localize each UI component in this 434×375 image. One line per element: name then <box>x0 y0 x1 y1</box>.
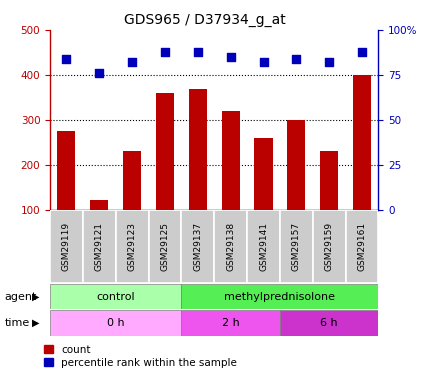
Bar <box>148 210 181 283</box>
Text: ▶: ▶ <box>32 318 39 328</box>
Text: GSM29125: GSM29125 <box>160 222 169 271</box>
Text: GSM29161: GSM29161 <box>357 222 366 271</box>
Text: 6 h: 6 h <box>319 318 337 328</box>
Bar <box>50 310 181 336</box>
Text: GSM29137: GSM29137 <box>193 222 202 271</box>
Bar <box>82 210 115 283</box>
Point <box>260 59 266 65</box>
Bar <box>181 284 378 309</box>
Bar <box>312 210 345 283</box>
Text: control: control <box>96 292 135 302</box>
Point <box>227 54 233 60</box>
Bar <box>286 120 305 210</box>
Bar <box>352 75 370 210</box>
Bar <box>319 151 338 210</box>
Point <box>63 56 70 62</box>
Bar <box>214 210 247 283</box>
Bar <box>57 131 76 210</box>
Bar <box>50 210 82 283</box>
Text: ▶: ▶ <box>32 292 39 302</box>
Text: GSM29157: GSM29157 <box>291 222 300 271</box>
Bar <box>221 111 239 210</box>
Bar <box>123 151 141 210</box>
Text: GDS965 / D37934_g_at: GDS965 / D37934_g_at <box>123 13 285 27</box>
Bar <box>90 200 108 210</box>
Text: 2 h: 2 h <box>221 318 239 328</box>
Bar <box>247 210 279 283</box>
Point <box>325 59 332 65</box>
Text: 0 h: 0 h <box>107 318 124 328</box>
Bar <box>279 310 378 336</box>
Point <box>95 70 102 76</box>
Bar <box>155 93 174 210</box>
Legend: count, percentile rank within the sample: count, percentile rank within the sample <box>44 345 237 368</box>
Text: GSM29141: GSM29141 <box>258 222 267 271</box>
Point <box>128 59 135 65</box>
Text: GSM29159: GSM29159 <box>324 222 333 271</box>
Point <box>161 49 168 55</box>
Text: GSM29121: GSM29121 <box>95 222 104 271</box>
Bar <box>115 210 148 283</box>
Bar <box>279 210 312 283</box>
Text: GSM29123: GSM29123 <box>127 222 136 271</box>
Text: agent: agent <box>4 292 36 302</box>
Bar <box>345 210 378 283</box>
Point <box>358 49 365 55</box>
Text: GSM29138: GSM29138 <box>226 222 235 271</box>
Bar <box>188 88 207 210</box>
Text: GSM29119: GSM29119 <box>62 222 71 271</box>
Point <box>194 49 201 55</box>
Bar <box>254 138 272 210</box>
Point <box>292 56 299 62</box>
Bar <box>181 210 214 283</box>
Bar <box>181 310 279 336</box>
Text: time: time <box>4 318 30 328</box>
Text: methylprednisolone: methylprednisolone <box>224 292 335 302</box>
Bar <box>50 284 181 309</box>
